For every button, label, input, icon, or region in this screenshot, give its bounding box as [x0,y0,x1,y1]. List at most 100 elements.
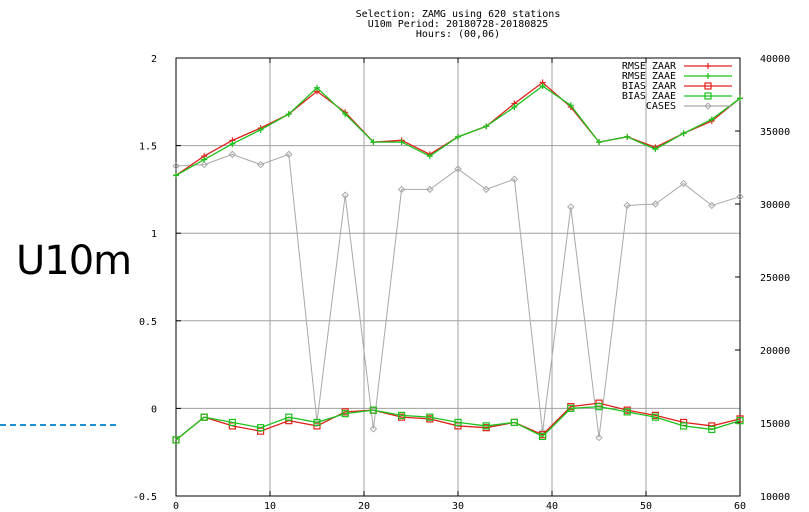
data-point [704,82,712,90]
data-point [398,139,405,146]
data-point [567,404,575,412]
series-line [175,153,741,438]
data-point [708,201,716,210]
y2-tick-label: 10000 [760,492,790,503]
y-tick-label: 2 [151,54,157,65]
data-point [704,92,712,100]
data-point [285,150,293,159]
dashed-divider [0,424,116,426]
data-point [510,175,519,183]
data-point [651,413,660,421]
data-point [369,406,377,414]
data-point [285,111,292,118]
data-point [623,201,631,210]
data-point [342,111,349,118]
data-point [369,425,378,433]
data-point [200,413,208,421]
x-tick-label: 0 [173,501,179,512]
data-point [623,408,631,416]
data-point [705,73,711,79]
x-tick-label: 30 [452,501,464,512]
data-point [257,424,265,432]
legend-label: BIAS ZAAE [622,91,676,102]
data-point [679,422,688,430]
data-point [595,433,603,442]
data-point [314,84,320,91]
title-line: Selection: ZAMG using 620 stations [356,9,561,20]
data-point [173,172,179,179]
data-point [201,156,208,163]
data-point [651,200,660,208]
x-tick-label: 20 [358,501,370,512]
y2-tick-label: 25000 [760,273,790,284]
data-point [483,123,490,130]
data-point [341,191,349,199]
data-point [228,150,237,159]
axes: 0 10 20 30 40 50 60 -0.5 0 0.5 1 1.5 2 10000 15000 2000… [133,54,790,512]
y-tick-label: 0.5 [139,317,157,328]
data-point [229,140,236,147]
data-point [596,139,602,146]
data-point [736,192,744,201]
legend-label: BIAS ZAAR [622,81,677,92]
data-point [228,418,236,427]
data-point [705,63,711,69]
x-tick-label: 40 [546,501,558,512]
series-line [175,405,741,441]
data-point [510,418,518,427]
data-point [200,160,208,169]
data-point [482,185,490,194]
x-tick-label: 60 [734,501,746,512]
data-point [313,418,321,427]
legend-label: RMSE ZAAE [622,71,676,82]
y-tick-label: 0 [151,404,157,415]
title-line: U10m Period: 20180728-20180825 [368,19,549,30]
data-point [538,432,547,441]
data-point [398,411,406,420]
data-point [426,185,434,194]
data-point [652,146,659,153]
data-point [426,413,434,421]
data-point [341,410,349,418]
data-point [704,102,712,110]
legend-label: RMSE ZAAR [622,61,677,72]
y-tick-label: 1.5 [139,142,157,153]
data-point [737,95,743,102]
y2-tick-label: 30000 [760,200,790,211]
data-point [624,133,631,140]
data-point [454,418,462,427]
data-point [370,139,377,146]
data-point [257,126,264,133]
data-point [454,165,462,173]
data-point [708,116,715,123]
data-point [567,203,575,211]
x-tick-label: 50 [640,501,652,512]
y2-tick-label: 20000 [760,346,790,357]
data-point [482,422,490,430]
variable-label: U10m [16,238,132,284]
y-tick-label: -0.5 [133,492,157,503]
legend-label: CASES [646,101,676,112]
y-tick-label: 1 [151,229,157,240]
data-point [455,133,461,140]
data-point [256,160,265,169]
title-line: Hours: (00,06) [416,29,500,40]
data-point [172,436,180,444]
data-point [708,425,716,434]
x-tick-label: 10 [264,501,276,512]
data-point [172,162,180,170]
data-point [539,83,546,90]
y2-tick-label: 15000 [760,419,790,430]
data-point [426,153,433,160]
data-point [397,185,406,194]
data-point [736,417,744,425]
y2-tick-label: 35000 [760,127,790,138]
data-point [679,179,688,188]
data-point [595,403,603,411]
data-point [567,102,574,109]
data-point [511,104,518,111]
series [172,79,744,444]
